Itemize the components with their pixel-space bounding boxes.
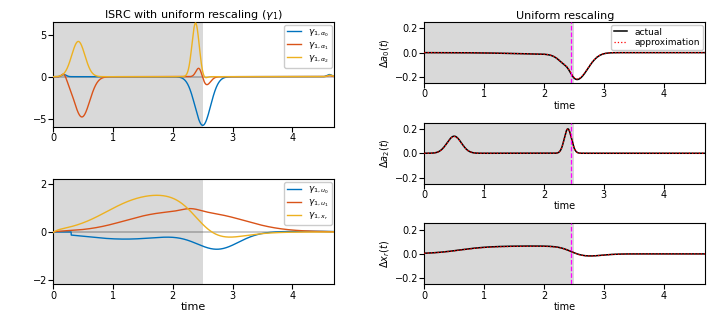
X-axis label: time: time — [181, 302, 206, 312]
Legend: $\gamma_{1,u_0}$, $\gamma_{1,u_1}$, $\gamma_{1,x_r}$: $\gamma_{1,u_0}$, $\gamma_{1,u_1}$, $\ga… — [284, 182, 332, 225]
X-axis label: time: time — [554, 101, 576, 111]
Bar — [424, 223, 574, 284]
Bar — [424, 22, 574, 83]
Y-axis label: $\Delta a_2(t)$: $\Delta a_2(t)$ — [378, 138, 392, 168]
Y-axis label: $\Delta x_r(t)$: $\Delta x_r(t)$ — [378, 240, 392, 268]
Bar — [53, 22, 203, 127]
Y-axis label: $\Delta a_0(t)$: $\Delta a_0(t)$ — [378, 38, 392, 68]
Title: Uniform rescaling: Uniform rescaling — [515, 11, 614, 21]
X-axis label: time: time — [554, 201, 576, 211]
Legend: actual, approximation: actual, approximation — [611, 25, 703, 50]
Title: ISRC with uniform rescaling ($\gamma_1$): ISRC with uniform rescaling ($\gamma_1$) — [104, 8, 283, 22]
Bar — [424, 123, 574, 184]
Bar — [53, 179, 203, 284]
Legend: $\gamma_{1,\alpha_0}$, $\gamma_{1,\alpha_1}$, $\gamma_{1,\alpha_2}$: $\gamma_{1,\alpha_0}$, $\gamma_{1,\alpha… — [284, 25, 332, 68]
X-axis label: time: time — [554, 302, 576, 312]
